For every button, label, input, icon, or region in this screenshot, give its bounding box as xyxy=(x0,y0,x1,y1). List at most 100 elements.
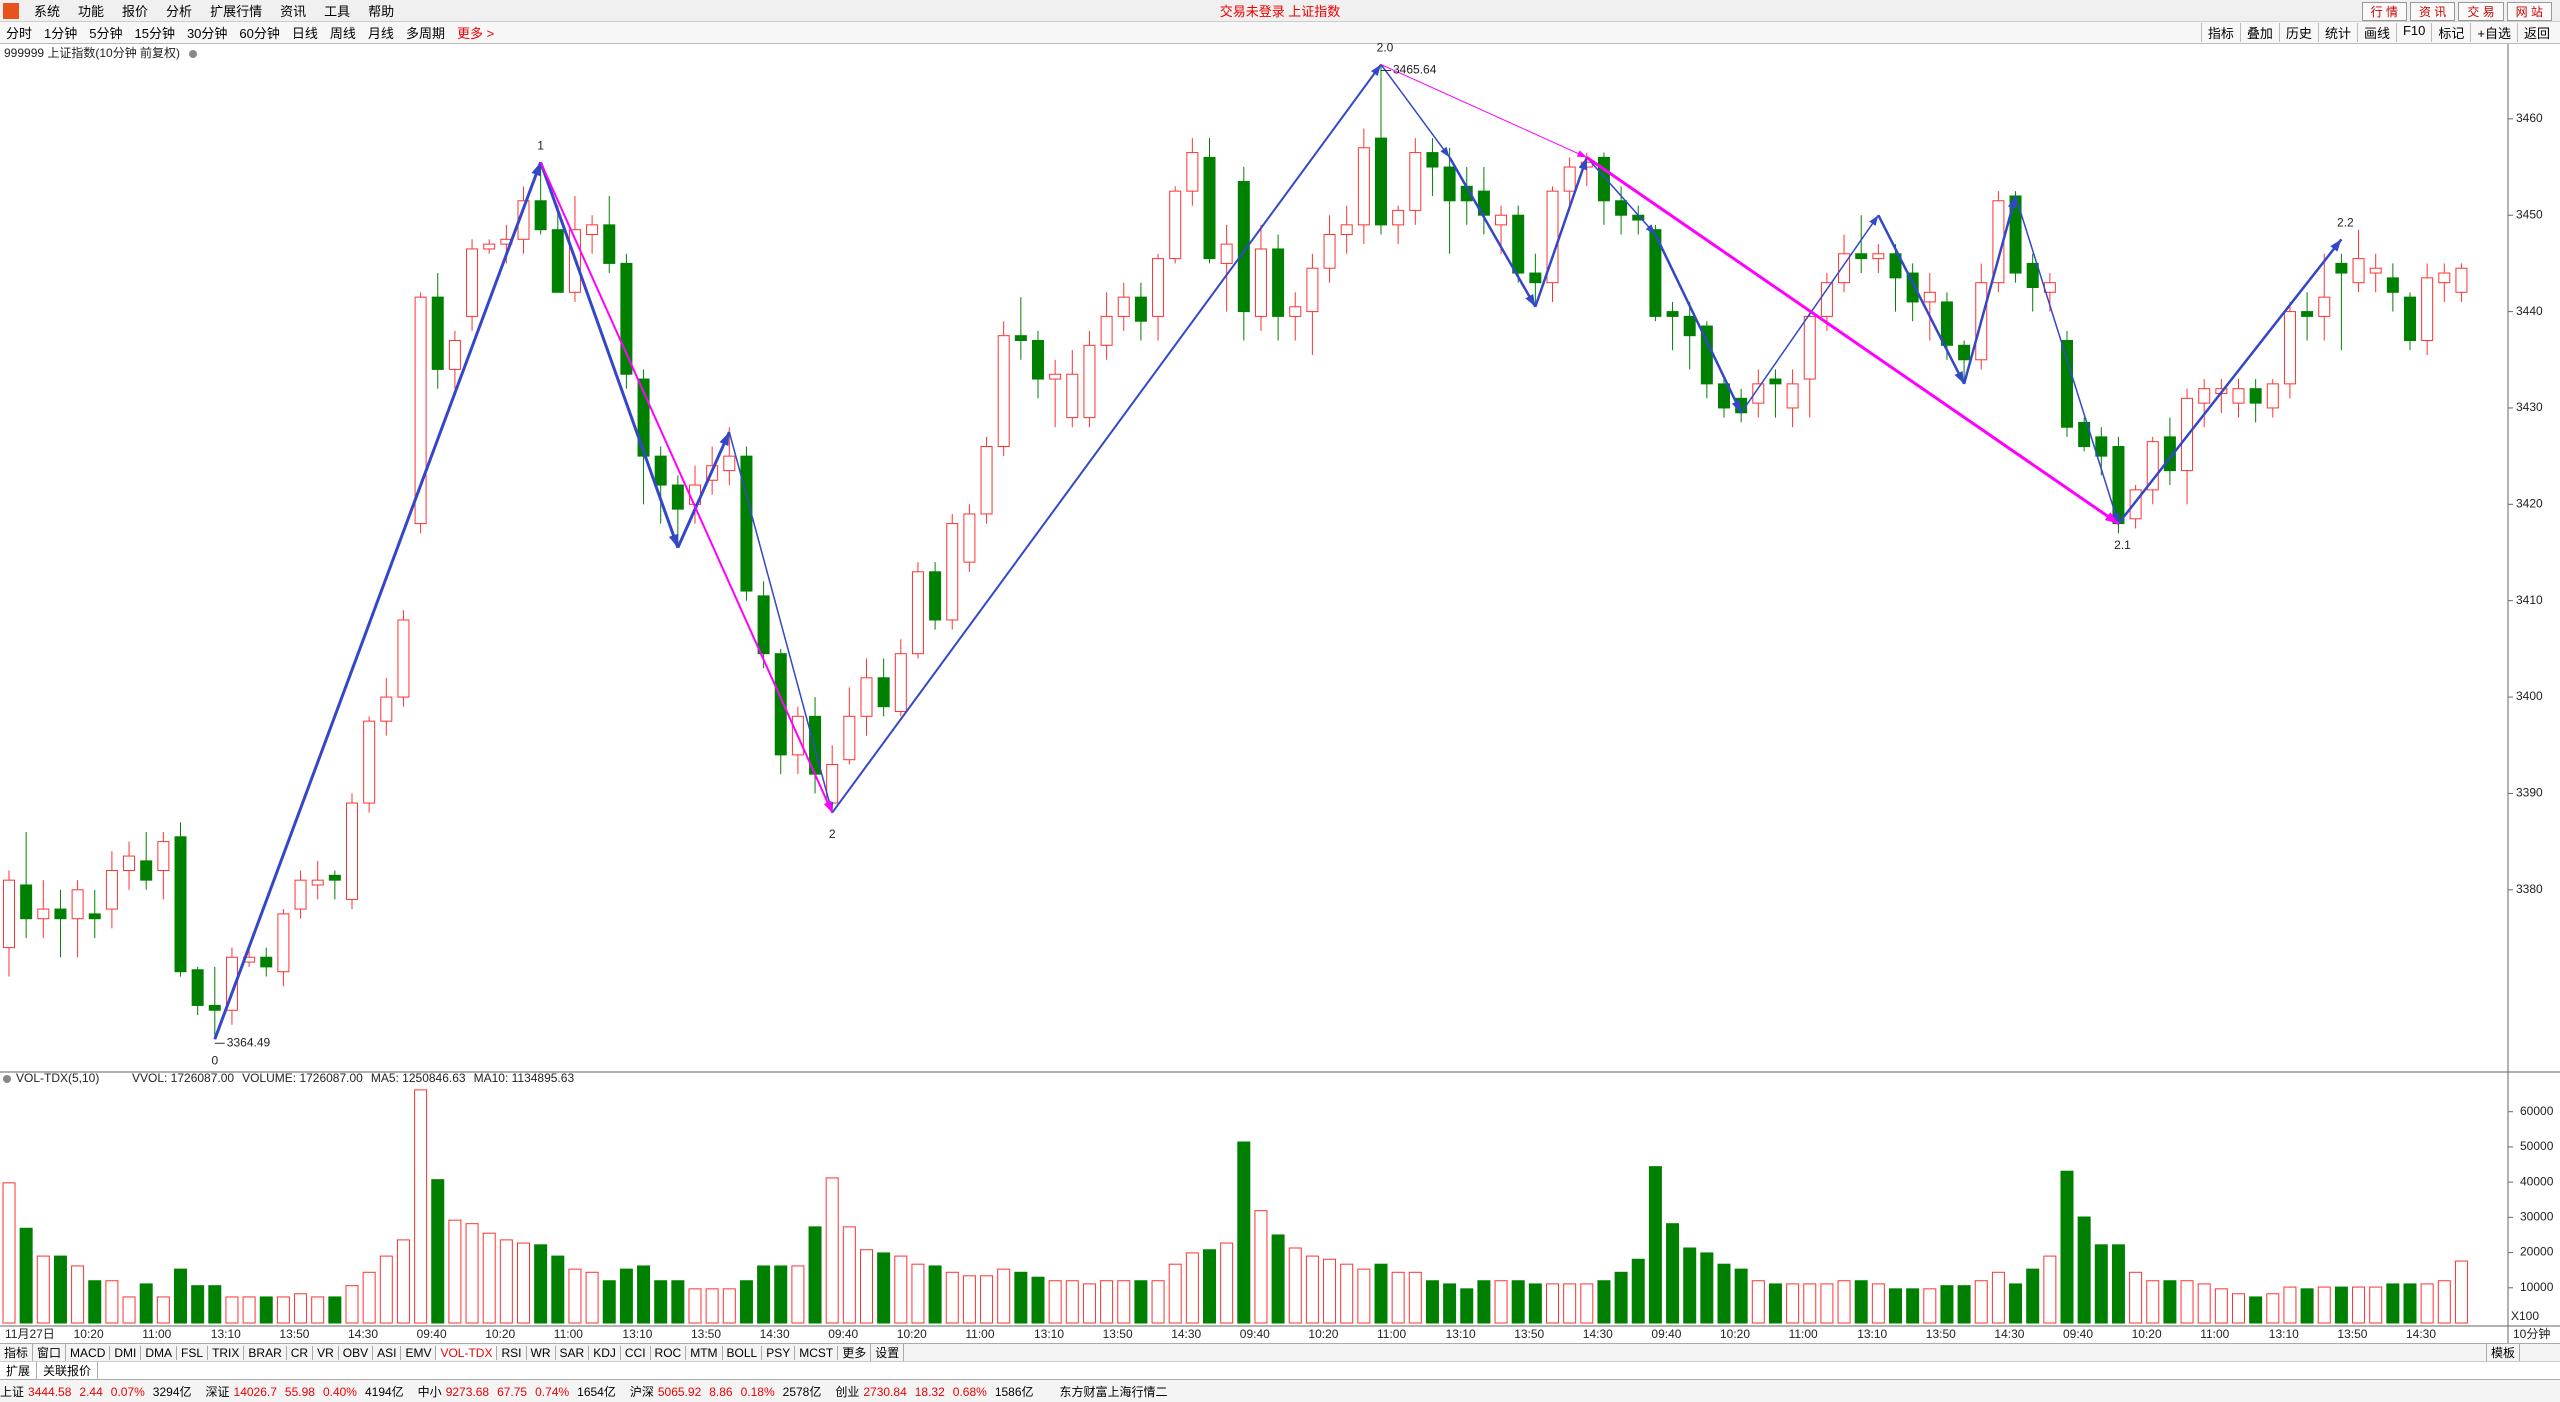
index-quote[interactable]: 创业 2730.84 18.32 0.68% 1586亿 xyxy=(835,1383,1033,1400)
volume-bar xyxy=(517,1242,530,1324)
menu-item[interactable]: 报价 xyxy=(122,4,149,19)
tool-button[interactable]: 叠加 xyxy=(2239,23,2279,42)
indicator-tab[interactable]: ROC xyxy=(651,1345,687,1360)
tool-button[interactable]: 统计 xyxy=(2317,23,2357,42)
tool-button[interactable]: 返回 xyxy=(2516,23,2556,42)
template-button[interactable]: 模板 xyxy=(2485,1344,2520,1361)
tool-button[interactable]: 指标 xyxy=(2200,23,2240,42)
indicator-tab[interactable]: PSY xyxy=(762,1345,796,1360)
indicator-tab[interactable]: EMV xyxy=(401,1345,437,1360)
indicator-tab[interactable]: DMI xyxy=(110,1345,142,1360)
volume-bar xyxy=(705,1288,719,1324)
tool-button[interactable]: +自选 xyxy=(2470,23,2517,42)
candle-body xyxy=(294,879,307,910)
indicator-tab[interactable]: OBV xyxy=(339,1345,374,1360)
candle-body xyxy=(1014,335,1027,342)
y-tick-label: 20000 xyxy=(2520,1245,2554,1259)
menu-item[interactable]: 分析 xyxy=(166,4,193,19)
period-button[interactable]: 更多 > xyxy=(456,26,495,41)
top-button[interactable]: 资 讯 xyxy=(2409,2,2456,21)
indicator-tab[interactable]: ASI xyxy=(373,1345,402,1360)
candle-body xyxy=(1820,282,1833,317)
candle-body xyxy=(1786,383,1799,409)
menu-item[interactable]: 工具 xyxy=(324,4,351,19)
volume-bar xyxy=(156,1296,170,1324)
tool-button[interactable]: 历史 xyxy=(2278,23,2318,42)
volume-bar xyxy=(2266,1293,2280,1324)
indicator-tab[interactable]: MCST xyxy=(795,1345,839,1360)
top-button[interactable]: 行 情 xyxy=(2361,2,2407,21)
volume-bar xyxy=(482,1232,496,1324)
candle-body xyxy=(1958,344,1971,361)
menu-item[interactable]: 扩展行情 xyxy=(210,4,263,19)
indicator-tab[interactable]: VOL-TDX xyxy=(436,1345,498,1360)
volume-bar xyxy=(808,1226,822,1324)
period-button[interactable]: 月线 xyxy=(367,26,394,41)
candle-body xyxy=(1100,315,1113,346)
index-quote[interactable]: 深证 14026.7 55.98 0.40% 4194亿 xyxy=(206,1383,404,1400)
tool-button[interactable]: 标记 xyxy=(2431,23,2470,42)
volume-bar xyxy=(980,1275,994,1324)
candle-body xyxy=(157,841,170,872)
candle-body xyxy=(654,455,667,486)
period-button[interactable]: 日线 xyxy=(291,26,318,41)
volume-bar xyxy=(1528,1283,1542,1324)
period-button[interactable]: 30分钟 xyxy=(186,26,228,41)
indicator-tab[interactable]: KDJ xyxy=(589,1345,621,1360)
x-tick-label: 09:40 xyxy=(828,1327,858,1341)
tool-button[interactable]: F10 xyxy=(2395,23,2431,42)
indicator-tab[interactable]: MTM xyxy=(686,1345,723,1360)
top-button[interactable]: 交 易 xyxy=(2458,2,2504,21)
period-button[interactable]: 60分钟 xyxy=(239,26,280,41)
candle-body xyxy=(311,879,324,886)
menu-item[interactable]: 功能 xyxy=(78,4,105,19)
volume-bar xyxy=(2214,1288,2228,1324)
indicator-tab[interactable]: CCI xyxy=(621,1345,651,1360)
period-button[interactable]: 分时 xyxy=(6,26,33,41)
candle-body xyxy=(2061,340,2073,428)
period-button[interactable]: 5分钟 xyxy=(89,26,123,41)
menu-item[interactable]: 系统 xyxy=(34,4,61,19)
candle-body xyxy=(1169,190,1182,260)
indicator-tab[interactable]: 更多 xyxy=(838,1344,872,1361)
indicator-tab[interactable]: BOLL xyxy=(723,1345,763,1360)
period-button[interactable]: 多周期 xyxy=(405,26,445,41)
indicator-tab[interactable]: 设置 xyxy=(871,1344,905,1361)
index-quote[interactable]: 中小 9273.68 67.75 0.74% 1654亿 xyxy=(418,1383,616,1400)
wave-label: 2.0 xyxy=(1377,41,1394,55)
period-button[interactable]: 周线 xyxy=(329,26,356,41)
indicator-tab[interactable]: WR xyxy=(527,1345,556,1360)
index-change: 55.98 xyxy=(284,1384,315,1399)
indicator-tab[interactable]: RSI xyxy=(497,1345,527,1360)
volume-bar xyxy=(362,1271,376,1324)
arrow-head xyxy=(531,162,541,177)
candle-body xyxy=(1872,253,1885,260)
indicator-tab[interactable]: CR xyxy=(287,1345,314,1360)
x-tick-label: 09:40 xyxy=(1651,1327,1681,1341)
menu-item[interactable]: 资讯 xyxy=(280,4,307,19)
menu-item[interactable]: 帮助 xyxy=(368,4,395,19)
indicator-tabs: 指标 窗口 MACD DMI DMA FSL TRIX BRAR CR VR OBV ASI EMV VO… xyxy=(0,1343,2560,1361)
app-logo[interactable] xyxy=(3,2,19,19)
tool-button[interactable]: 画线 xyxy=(2356,23,2396,42)
indicator-tab[interactable]: FSL xyxy=(177,1345,209,1360)
indicator-tab[interactable]: 窗口 xyxy=(33,1344,67,1361)
top-button[interactable]: 网 站 xyxy=(2506,2,2552,21)
period-button[interactable]: 15分钟 xyxy=(134,26,175,41)
indicator-tab[interactable]: 指标 xyxy=(0,1344,34,1361)
volume-bar xyxy=(2454,1260,2468,1324)
indicator-tab[interactable]: MACD xyxy=(66,1345,111,1360)
sub-tab[interactable]: 扩展 xyxy=(0,1362,38,1379)
sub-tab[interactable]: 关联报价 xyxy=(37,1362,99,1379)
index-quote[interactable]: 沪深 5065.92 8.86 0.18% 2578亿 xyxy=(630,1383,822,1400)
indicator-tab[interactable]: DMA xyxy=(141,1345,178,1360)
indicator-tab[interactable]: SAR xyxy=(556,1345,590,1360)
indicator-tab[interactable]: TRIX xyxy=(208,1345,245,1360)
indicator-tab[interactable]: VR xyxy=(313,1345,339,1360)
volume-bar xyxy=(1991,1271,2005,1324)
index-quote[interactable]: 上证 3444.58 2.44 0.07% 3294亿 xyxy=(0,1383,192,1400)
index-price: 14026.7 xyxy=(233,1384,277,1399)
period-button[interactable]: 1分钟 xyxy=(44,26,78,41)
indicator-tab[interactable]: BRAR xyxy=(244,1345,287,1360)
